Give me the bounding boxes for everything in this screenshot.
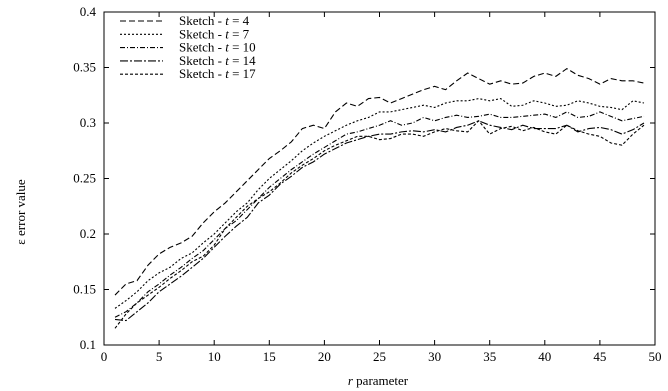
x-tick-label: 10 xyxy=(208,349,221,364)
y-tick-label: 0.35 xyxy=(73,60,96,75)
x-tick-label: 50 xyxy=(649,349,662,364)
y-tick-label: 0.25 xyxy=(73,171,96,186)
legend-entry-3: Sketch - t = 10 xyxy=(179,40,256,55)
y-tick-label: 0.4 xyxy=(80,4,97,19)
y-axis-label: ε error value xyxy=(13,179,28,245)
series-line-1 xyxy=(114,67,645,296)
y-tick-label: 0.2 xyxy=(80,226,96,241)
x-tick-label: 0 xyxy=(101,349,108,364)
x-tick-label: 30 xyxy=(428,349,441,364)
x-axis-label: r parameter xyxy=(348,373,409,388)
x-tick-label: 25 xyxy=(373,349,386,364)
x-tick-label: 20 xyxy=(318,349,331,364)
x-tick-label: 45 xyxy=(593,349,606,364)
y-tick-label: 0.3 xyxy=(80,115,96,130)
legend-entry-2: Sketch - t = 7 xyxy=(179,26,250,41)
y-tick-label: 0.1 xyxy=(80,337,96,352)
x-tick-label: 35 xyxy=(483,349,496,364)
y-tick-label: 0.15 xyxy=(73,282,96,297)
legend-entry-5: Sketch - t = 17 xyxy=(179,66,256,81)
legend-entry-4: Sketch - t = 14 xyxy=(179,53,256,68)
x-tick-label: 5 xyxy=(156,349,163,364)
series-lines xyxy=(114,67,645,329)
x-tick-label: 15 xyxy=(263,349,276,364)
series-line-4 xyxy=(114,120,645,322)
x-tick-label: 40 xyxy=(538,349,551,364)
x-axis-ticks: 0 5 10 15 20 25 30 35 40 45 50 xyxy=(101,12,662,364)
series-line-2 xyxy=(114,97,645,309)
y-axis-ticks: 0.1 0.15 0.2 0.25 0.3 0.35 0.4 xyxy=(73,4,655,352)
series-line-5 xyxy=(114,119,645,329)
series-line-3 xyxy=(114,111,645,318)
legend-entry-1: Sketch - t = 4 xyxy=(179,13,250,28)
